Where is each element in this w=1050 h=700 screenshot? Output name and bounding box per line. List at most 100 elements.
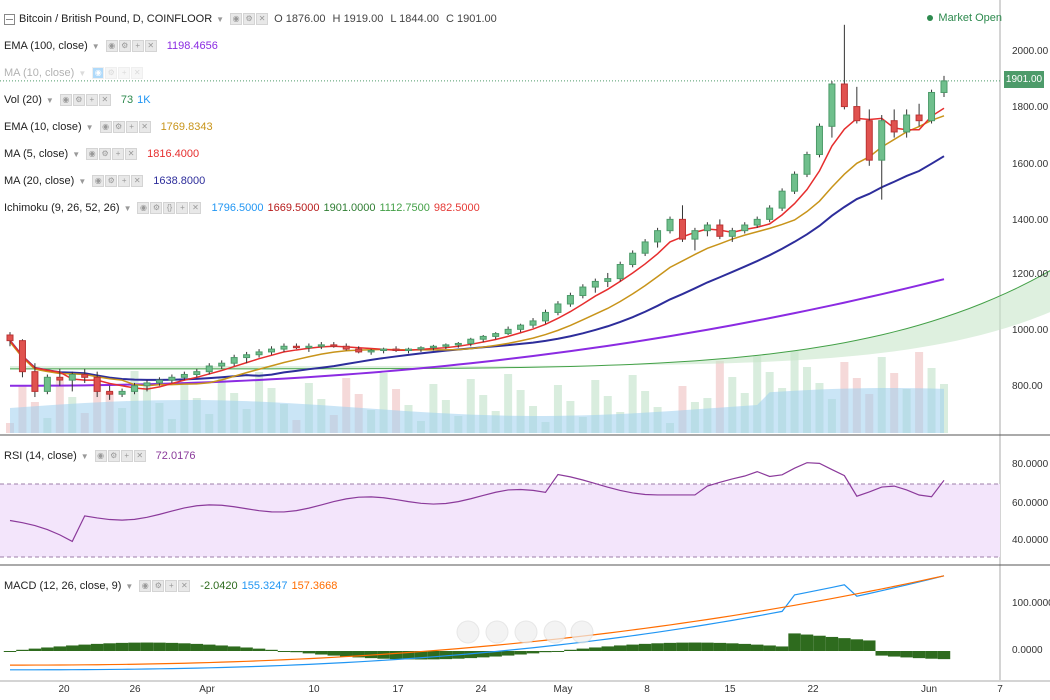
legend-macd[interactable]: MACD (12, 26, close, 9) ▼ ◉ ⚙ + ✕ -2.0420 15… [4,577,337,595]
legend-controls[interactable]: ◉ ⚙ + ✕ [139,580,191,592]
chevron-down-icon[interactable]: ▼ [123,203,132,213]
chevron-down-icon[interactable]: ▼ [216,14,225,24]
macd-histogram-bar [53,646,67,651]
macd-histogram-bar [564,649,577,651]
candle-body [330,344,338,347]
chevron-down-icon[interactable]: ▼ [125,581,134,591]
price-axis-label: 1200.00 [1012,269,1049,280]
symbol-legend[interactable]: Bitcoin / British Pound, D, COINFLOOR ▼ … [4,10,497,28]
macd-histogram-bar [750,644,764,651]
legend-ma20[interactable]: MA (20, close) ▼ ◉ ⚙ + ✕ 1638.8000 [4,172,205,190]
legend-ichimoku[interactable]: Ichimoku (9, 26, 52, 26) ▼ ◉ ⚙{} + ✕ 1796.50… [4,199,480,217]
candle-body [928,91,936,122]
legend-ma5[interactable]: MA (5, close) ▼ ◉ ⚙ + ✕ 1816.4000 [4,145,199,163]
macd-histogram-bar [688,642,702,651]
macd-histogram-bar [240,647,253,651]
candle-body [180,373,188,378]
macd-line [9,575,945,671]
macd-histogram-bar [738,643,751,651]
candle-body [243,354,251,359]
candle-body [691,230,699,240]
legend-ema10[interactable]: EMA (10, close) ▼ ◉ ⚙ + ✕ 1769.8343 [4,118,213,136]
macd-histogram-bar [526,651,540,654]
collapse-icon[interactable] [4,13,15,25]
candle-body [255,351,263,356]
legend-label: MA (20, close) [4,175,75,187]
legend-label: RSI (14, close) [4,450,77,462]
macd-histogram-bar [800,634,814,651]
macd-histogram-bar [875,651,888,656]
chevron-down-icon[interactable]: ▼ [45,95,54,105]
macd-histogram-bar [638,643,652,651]
legend-value: 1816.4000 [147,148,200,160]
legend-controls[interactable]: ◉ ⚙ + ✕ [92,175,144,187]
macd-histogram-bar [850,639,864,651]
candle-body [529,320,537,326]
volume-bar [479,395,488,433]
chevron-down-icon[interactable]: ▼ [78,68,87,78]
time-axis-label: 15 [724,684,736,695]
legend-ema100[interactable]: EMA (100, close) ▼ ◉ ⚙ + ✕ 1198.4656 [4,37,218,55]
candle-body [81,373,89,378]
candle-body [454,342,462,346]
legend-controls[interactable]: ◉ ⚙ + ✕ [86,148,138,160]
chevron-down-icon[interactable]: ▼ [85,122,94,132]
candle-body [716,224,724,237]
candle-body [292,345,300,349]
legend-value: 73 [120,94,134,106]
candle-body [865,120,873,161]
macd-histogram-bar [178,643,191,651]
candle-body [56,376,64,381]
rsi-band [0,484,1000,557]
candle-body [218,362,226,367]
candle-body [405,348,413,352]
candle-body [579,286,587,297]
chart-nav-button [570,620,594,644]
macd-histogram-bar [489,651,502,657]
macd-histogram-bar [863,640,876,651]
price-axis-label: 2000.00 [1012,46,1049,57]
legend-controls[interactable]: ◉ ⚙ + ✕ [92,67,144,79]
macd-histogram-bar [277,651,291,652]
legend-controls[interactable]: ◉ ⚙ + ✕ [105,40,157,52]
legend-label: EMA (10, close) [4,121,82,133]
time-axis-label: 7 [997,684,1003,695]
macd-histogram-bar [252,648,266,651]
chevron-down-icon[interactable]: ▼ [91,41,100,51]
macd-axis-label: 0.0000 [1012,645,1043,656]
legend-label: MA (10, close) [4,67,75,79]
legend-controls[interactable]: ◉ ⚙ ✕ [230,13,269,25]
legend-controls[interactable]: ◉ ⚙ + ✕ [99,121,151,133]
candle-body [131,385,139,392]
chevron-down-icon[interactable]: ▼ [78,176,87,186]
candle-body [467,338,475,344]
chevron-down-icon[interactable]: ▼ [80,451,89,461]
legend-controls[interactable]: ◉ ⚙ + ✕ [59,94,111,106]
candle-body [554,303,562,313]
macd-histogram-bar [825,636,839,651]
macd-histogram-bar [551,650,565,652]
price-axis-label: 800.00 [1012,381,1043,392]
candle-body [778,190,786,209]
legend-ma10-hidden[interactable]: MA (10, close) ▼ ◉ ⚙ + ✕ [4,64,149,82]
volume-bar [553,385,562,433]
macd-histogram-bar [41,647,54,651]
candle-body [6,334,14,342]
macd-histogram-bar [16,649,29,651]
candle-body [230,357,238,364]
legend-rsi[interactable]: RSI (14, close) ▼ ◉ ⚙ + ✕ 72.0176 [4,447,195,465]
time-axis-label: May [553,684,573,695]
price-axis-label: 1800.00 [1012,102,1049,113]
candle-body [629,252,637,266]
legend-controls[interactable]: ◉ ⚙ + ✕ [94,450,146,462]
chevron-down-icon[interactable]: ▼ [72,149,81,159]
legend-label: Ichimoku (9, 26, 52, 26) [4,202,120,214]
legend-volume[interactable]: Vol (20) ▼ ◉ ⚙ + ✕ 73 1K [4,91,151,109]
last-price-tag: 1901.00 [1004,71,1044,88]
legend-controls[interactable]: ◉ ⚙{} + ✕ [137,202,202,214]
candle-body [940,80,948,93]
macd-histogram-bar [464,651,477,659]
candle-body [118,390,126,395]
candle-body [915,114,923,122]
